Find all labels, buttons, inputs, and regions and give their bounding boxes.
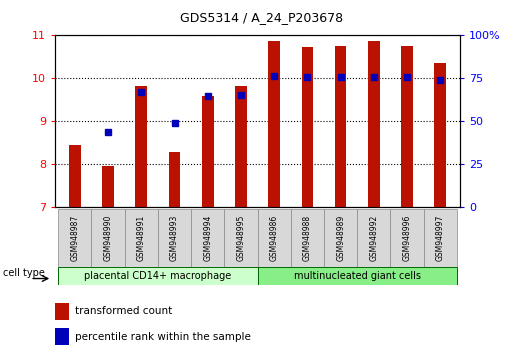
Text: multinucleated giant cells: multinucleated giant cells <box>294 271 420 281</box>
Text: cell type: cell type <box>3 268 44 278</box>
Bar <box>55 328 69 345</box>
Bar <box>368 41 380 207</box>
Text: GSM948997: GSM948997 <box>436 215 445 261</box>
Bar <box>424 209 457 267</box>
Text: GSM948987: GSM948987 <box>71 215 79 261</box>
Text: placental CD14+ macrophage: placental CD14+ macrophage <box>84 271 232 281</box>
Bar <box>58 209 92 267</box>
Text: transformed count: transformed count <box>75 306 172 316</box>
Bar <box>92 209 124 267</box>
Bar <box>69 145 81 207</box>
Bar <box>191 209 224 267</box>
Text: GSM948990: GSM948990 <box>104 215 112 261</box>
Bar <box>235 86 247 207</box>
Bar <box>124 209 158 267</box>
Text: GSM948995: GSM948995 <box>236 215 245 261</box>
Text: GSM948996: GSM948996 <box>403 215 412 261</box>
Text: GSM948992: GSM948992 <box>369 215 378 261</box>
Text: GSM948994: GSM948994 <box>203 215 212 261</box>
Bar <box>103 166 114 207</box>
Bar <box>55 303 69 320</box>
Text: percentile rank within the sample: percentile rank within the sample <box>75 332 251 342</box>
Bar <box>268 41 280 207</box>
Bar <box>302 47 313 207</box>
Text: GSM948986: GSM948986 <box>270 215 279 261</box>
Bar <box>291 209 324 267</box>
Bar <box>401 46 413 207</box>
Text: GSM948991: GSM948991 <box>137 215 146 261</box>
Text: GDS5314 / A_24_P203678: GDS5314 / A_24_P203678 <box>180 11 343 24</box>
Text: GSM948989: GSM948989 <box>336 215 345 261</box>
Bar <box>391 209 424 267</box>
Bar <box>58 267 257 285</box>
Text: GSM948993: GSM948993 <box>170 215 179 261</box>
Bar <box>335 46 346 207</box>
Bar <box>258 209 291 267</box>
Bar <box>158 209 191 267</box>
Bar <box>324 209 357 267</box>
Bar <box>224 209 257 267</box>
Bar <box>357 209 391 267</box>
Bar <box>202 96 213 207</box>
Text: GSM948988: GSM948988 <box>303 215 312 261</box>
Bar <box>258 267 457 285</box>
Bar <box>169 152 180 207</box>
Bar <box>435 63 446 207</box>
Bar <box>135 86 147 207</box>
